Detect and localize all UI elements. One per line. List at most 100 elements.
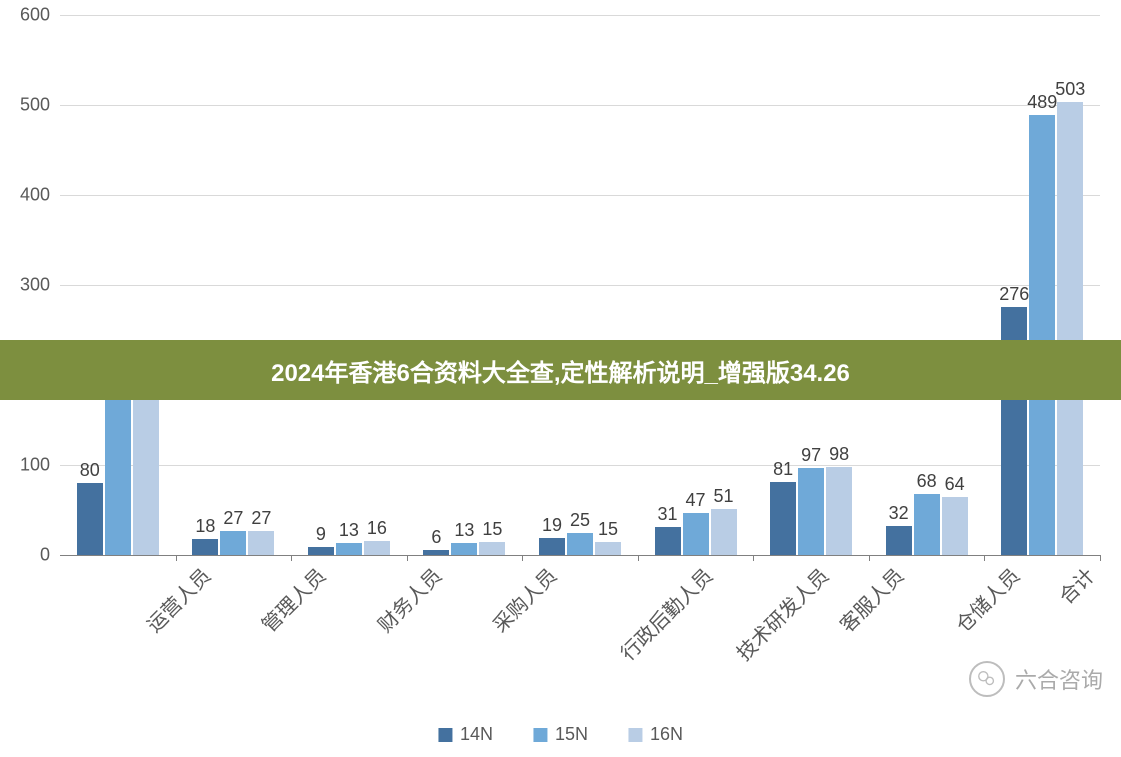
bar: 51 [711, 509, 737, 555]
x-tick-label: 运营人员 [133, 555, 216, 638]
bar: 16 [364, 541, 390, 555]
bar-group: 182727 [192, 531, 274, 555]
x-tick-label: 行政后勤人员 [607, 555, 718, 666]
bar: 199 [105, 376, 131, 555]
bar-group: 192515 [539, 533, 621, 556]
x-tick [522, 555, 523, 561]
x-tick [984, 555, 985, 561]
bar-value-label: 489 [1027, 92, 1057, 115]
bar: 27 [220, 531, 246, 555]
legend-label: 15N [555, 724, 588, 745]
watermark: 六合咨询 [969, 661, 1103, 697]
bar-value-label: 51 [714, 486, 734, 509]
y-tick-label: 500 [10, 95, 50, 116]
bar: 15 [479, 542, 505, 556]
gridline [60, 105, 1100, 106]
bar-value-label: 15 [598, 519, 618, 542]
legend-label: 16N [650, 724, 683, 745]
gridline [60, 195, 1100, 196]
title-banner: 2024年香港6合资料大全查,定性解析说明_增强版34.26 [0, 340, 1121, 400]
bar: 13 [336, 543, 362, 555]
bar-value-label: 6 [431, 527, 441, 550]
bar-value-label: 25 [570, 510, 590, 533]
x-tick [407, 555, 408, 561]
bar-group: 91316 [308, 541, 390, 555]
bar-value-label: 27 [251, 508, 271, 531]
legend-item: 16N [628, 724, 683, 745]
bar-value-label: 80 [80, 460, 100, 483]
y-tick-label: 100 [10, 455, 50, 476]
x-axis-line [60, 555, 1100, 556]
x-tick [291, 555, 292, 561]
bar-value-label: 9 [316, 524, 326, 547]
x-tick [869, 555, 870, 561]
legend: 14N 15N 16N [438, 724, 683, 745]
bar-value-label: 18 [195, 516, 215, 539]
bar-value-label: 276 [999, 284, 1029, 307]
bar: 9 [308, 547, 334, 555]
bar: 98 [826, 467, 852, 555]
x-tick [753, 555, 754, 561]
y-tick-label: 400 [10, 185, 50, 206]
wechat-icon [969, 661, 1005, 697]
bar: 25 [567, 533, 593, 556]
bar: 15 [595, 542, 621, 556]
bar: 18 [192, 539, 218, 555]
bar-value-label: 15 [482, 519, 502, 542]
bar-value-label: 64 [945, 474, 965, 497]
x-tick-label: 采购人员 [480, 555, 563, 638]
bar-value-label: 32 [889, 503, 909, 526]
bar-group: 326864 [886, 494, 968, 555]
bar: 27 [248, 531, 274, 555]
x-tick-label: 合计 [1046, 555, 1100, 609]
bar-value-label: 503 [1055, 79, 1085, 102]
bar-value-label: 13 [339, 520, 359, 543]
bar-value-label: 68 [917, 471, 937, 494]
chart-container: 010020030040050060080199217运营人员182727管理人… [60, 15, 1100, 555]
bar-value-label: 27 [223, 508, 243, 531]
bar-value-label: 19 [542, 515, 562, 538]
bar: 68 [914, 494, 940, 555]
legend-label: 14N [460, 724, 493, 745]
x-tick-label: 技术研发人员 [723, 555, 834, 666]
legend-swatch [533, 728, 547, 742]
legend-item: 15N [533, 724, 588, 745]
bar: 489 [1029, 115, 1055, 555]
x-tick-label: 客服人员 [827, 555, 910, 638]
banner-text: 2024年香港6合资料大全查,定性解析说明_增强版34.26 [271, 353, 850, 388]
x-tick [176, 555, 177, 561]
bar: 31 [655, 527, 681, 555]
gridline [60, 285, 1100, 286]
x-tick-label: 仓储人员 [942, 555, 1025, 638]
x-tick-label: 财务人员 [364, 555, 447, 638]
bar: 81 [770, 482, 796, 555]
bar: 6 [423, 550, 449, 555]
bar-value-label: 16 [367, 518, 387, 541]
bar: 47 [683, 513, 709, 555]
legend-swatch [628, 728, 642, 742]
bar-value-label: 81 [773, 459, 793, 482]
bar: 32 [886, 526, 912, 555]
y-tick-label: 600 [10, 5, 50, 26]
bar: 64 [942, 497, 968, 555]
bar-value-label: 47 [686, 490, 706, 513]
x-tick-label: 管理人员 [249, 555, 332, 638]
bar: 80 [77, 483, 103, 555]
x-tick [1100, 555, 1101, 561]
bar-group: 61315 [423, 542, 505, 556]
legend-swatch [438, 728, 452, 742]
bar-value-label: 97 [801, 445, 821, 468]
bar: 19 [539, 538, 565, 555]
watermark-text: 六合咨询 [1015, 663, 1103, 695]
bar-group: 819798 [770, 467, 852, 555]
plot-area: 010020030040050060080199217运营人员182727管理人… [60, 15, 1100, 555]
x-tick [638, 555, 639, 561]
bar-value-label: 98 [829, 444, 849, 467]
bar-group: 276489503 [1001, 102, 1083, 555]
legend-item: 14N [438, 724, 493, 745]
y-tick-label: 0 [10, 545, 50, 566]
bar: 13 [451, 543, 477, 555]
bar: 97 [798, 468, 824, 555]
bar-value-label: 31 [658, 504, 678, 527]
gridline [60, 465, 1100, 466]
